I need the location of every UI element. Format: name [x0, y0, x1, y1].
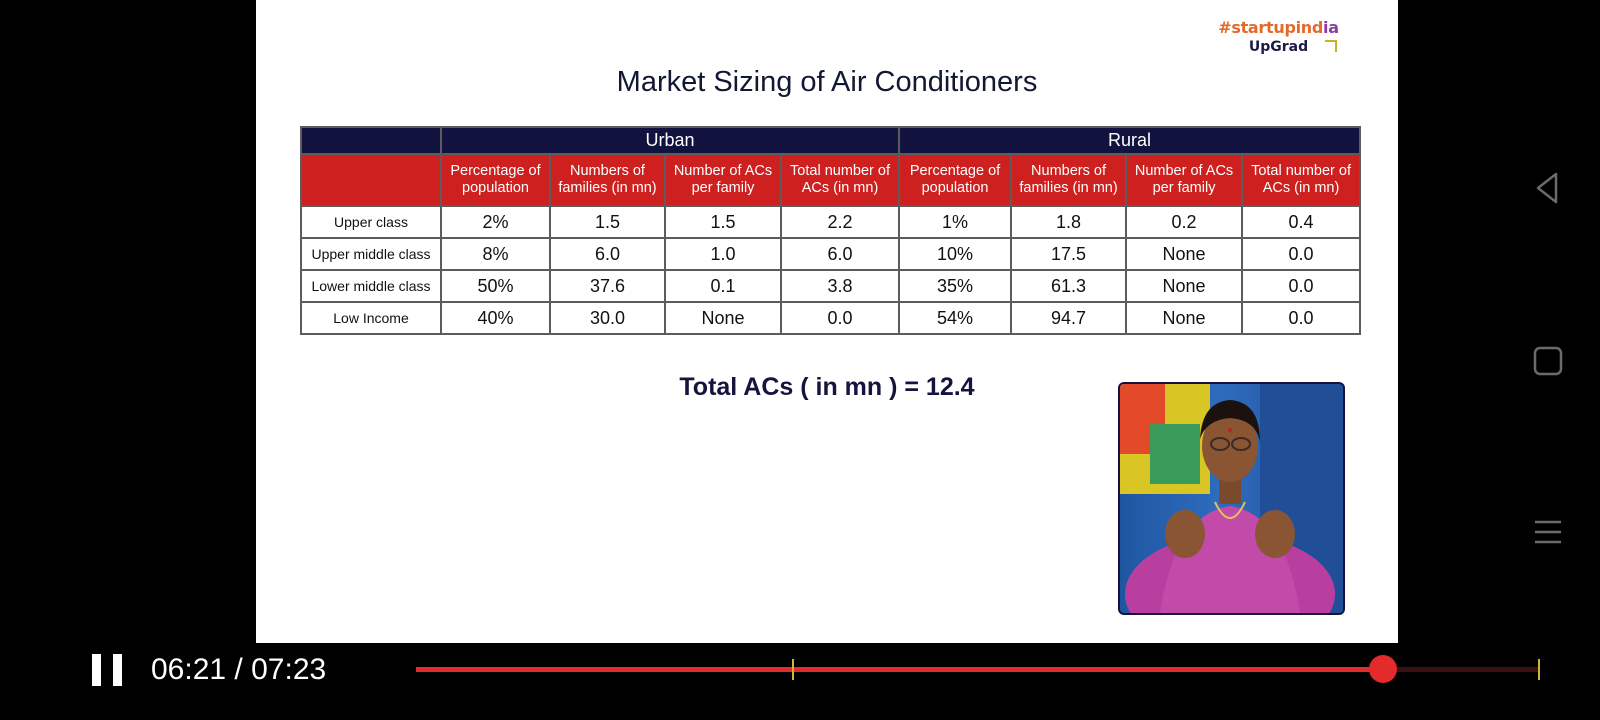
table-cell: 0.0: [779, 301, 901, 335]
row-label: Upper class: [300, 205, 442, 239]
table-cell: 1.5: [549, 205, 666, 239]
table-cell: 50%: [440, 269, 551, 303]
back-nav-button[interactable]: [1530, 170, 1566, 206]
table-cell: 1.8: [1010, 205, 1128, 239]
menu-nav-icon: [1535, 520, 1561, 544]
home-nav-icon: [1533, 346, 1563, 376]
row-label: Low Income: [300, 301, 442, 335]
table-row: Upper class 2% 1.5 1.5 2.2 1% 1.8 0.2 0.…: [300, 205, 1362, 239]
row-label: Upper middle class: [300, 237, 442, 271]
corner-cell: [300, 126, 442, 155]
table-cell: 61.3: [1010, 269, 1128, 303]
chapter-marker: [792, 659, 794, 680]
table-cell: 40%: [440, 301, 551, 335]
table-cell: 35%: [898, 269, 1013, 303]
column-header: Number of ACs per family: [1125, 153, 1244, 207]
video-frame[interactable]: #startupindia UpGrad Market Sizing of Ai…: [256, 0, 1398, 643]
market-sizing-table: Urban Rural Percentage of population Num…: [300, 126, 1362, 335]
group-header-rural: Rural: [898, 126, 1362, 155]
table-cell: 2.2: [779, 205, 901, 239]
back-nav-icon: [1536, 172, 1558, 204]
presenter-illustration: [1120, 384, 1343, 613]
end-marker: [1538, 659, 1540, 680]
table-cell: 8%: [440, 237, 551, 271]
table-cell: None: [664, 301, 782, 335]
table-cell: 0.0: [1241, 301, 1362, 335]
table-cell: 2%: [440, 205, 551, 239]
menu-nav-button[interactable]: [1530, 514, 1566, 550]
playback-time: 06:21 / 07:23: [151, 653, 326, 687]
total-acs-summary: Total ACs ( in mn ) = 12.4: [679, 373, 975, 401]
column-header: Percentage of population: [898, 153, 1013, 207]
table-cell: 6.0: [779, 237, 901, 271]
column-header: Numbers of families (in mn): [1010, 153, 1128, 207]
table-cell: 1%: [898, 205, 1013, 239]
row-label-header: [300, 153, 442, 207]
table-cell: 54%: [898, 301, 1013, 335]
table-cell: 0.1: [664, 269, 782, 303]
table-cell: 0.4: [1241, 205, 1362, 239]
table-cell: 0.0: [1241, 237, 1362, 271]
table-cell: 10%: [898, 237, 1013, 271]
table-row: Lower middle class 50% 37.6 0.1 3.8 35% …: [300, 269, 1362, 303]
column-header: Total number of ACs (in mn): [779, 153, 901, 207]
table-cell: 37.6: [549, 269, 666, 303]
table-cell: 17.5: [1010, 237, 1128, 271]
player-controls-bar: [0, 643, 1600, 720]
table-cell: 94.7: [1010, 301, 1128, 335]
table-cell: 0.0: [1241, 269, 1362, 303]
table-cell: 1.0: [664, 237, 782, 271]
table-cell: 3.8: [779, 269, 901, 303]
table-cell: 6.0: [549, 237, 666, 271]
slide-title: Market Sizing of Air Conditioners: [616, 66, 1038, 98]
row-label: Lower middle class: [300, 269, 442, 303]
seek-thumb[interactable]: [1369, 655, 1397, 683]
table-cell: 0.2: [1125, 205, 1244, 239]
table-row: Low Income 40% 30.0 None 0.0 54% 94.7 No…: [300, 301, 1362, 335]
home-nav-button[interactable]: [1530, 343, 1566, 379]
pause-button[interactable]: [92, 654, 122, 686]
column-header: Numbers of families (in mn): [549, 153, 666, 207]
seek-bar-progress: [416, 667, 1383, 672]
column-header: Total number of ACs (in mn): [1241, 153, 1362, 207]
table-cell: None: [1125, 301, 1244, 335]
table-cell: 1.5: [664, 205, 782, 239]
current-time: 06:21: [151, 653, 227, 686]
pause-icon: [113, 654, 122, 686]
time-separator: /: [234, 653, 243, 686]
table-cell: None: [1125, 237, 1244, 271]
pause-icon: [92, 654, 101, 686]
table-cell: None: [1125, 269, 1244, 303]
table-row: Upper middle class 8% 6.0 1.0 6.0 10% 17…: [300, 237, 1362, 271]
group-header-urban: Urban: [439, 126, 901, 155]
presenter-video-inset: [1118, 382, 1345, 615]
column-header: Percentage of population: [440, 153, 551, 207]
column-header: Number of ACs per family: [664, 153, 782, 207]
duration: 07:23: [251, 653, 327, 686]
table-cell: 30.0: [549, 301, 666, 335]
startupindia-upgrad-logo: #startupindia UpGrad: [1218, 18, 1339, 55]
